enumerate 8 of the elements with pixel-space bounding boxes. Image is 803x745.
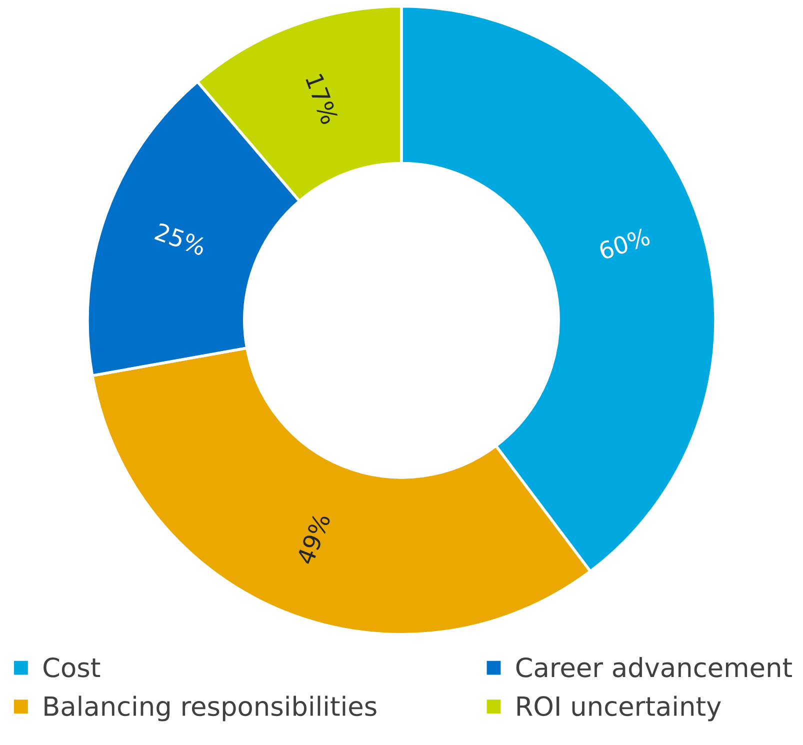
data-label: 60%: [598, 227, 651, 260]
data-label: 17%: [305, 73, 339, 126]
legend-label: Career advancement: [516, 656, 792, 678]
data-label: 49%: [296, 512, 331, 566]
legend-label: Balancing responsibilities: [44, 696, 376, 722]
legend-label: ROI uncertainty: [517, 696, 721, 722]
legend-label: Cost: [44, 657, 100, 678]
data-label: 25%: [154, 222, 207, 256]
